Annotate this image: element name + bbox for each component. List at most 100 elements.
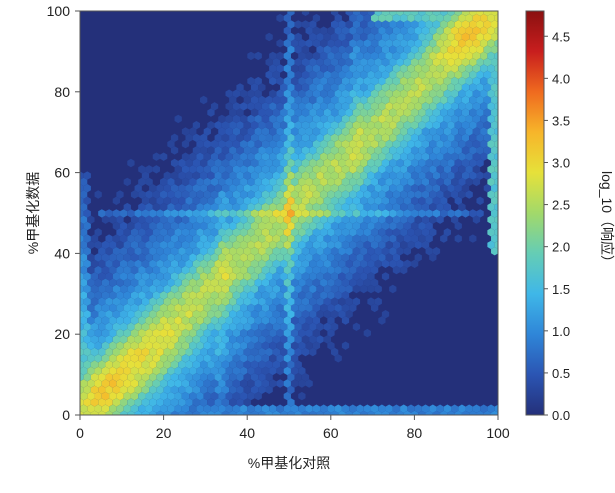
hex-cell (221, 398, 230, 407)
hex-cell (247, 202, 255, 212)
hex-cell (378, 240, 386, 250)
hex-cell (261, 291, 270, 300)
hex-cell (469, 410, 477, 415)
hex-cell (149, 272, 157, 281)
hex-cell (385, 202, 393, 212)
hex-cell (80, 366, 88, 376)
hex-cell (396, 45, 404, 54)
hex-cell (207, 385, 215, 394)
hex-cell (389, 83, 397, 92)
hex-cell (167, 265, 175, 275)
hex-cell (498, 71, 505, 79)
hex-cell (363, 13, 371, 23)
hex-cell (287, 32, 295, 42)
hex-cell (345, 70, 353, 79)
hex-cell (349, 51, 357, 61)
hex-cell (312, 253, 321, 262)
hex-cell (476, 121, 484, 130)
hex-cell (403, 11, 411, 16)
hex-cell (196, 291, 204, 300)
hex-cell (272, 347, 281, 357)
hex-cell (290, 404, 299, 413)
hex-cell (130, 265, 139, 275)
hex-cell (432, 20, 441, 29)
hex-cell (301, 410, 310, 415)
hex-cell (98, 398, 106, 407)
hex-cell (276, 328, 284, 338)
hex-cell (80, 398, 84, 407)
hex-cell (163, 221, 171, 231)
hex-cell (469, 11, 477, 16)
hex-cell (316, 335, 324, 344)
hex-cell (396, 247, 404, 256)
hex-cell (389, 58, 397, 67)
hex-cell (407, 89, 415, 98)
hex-cell (341, 89, 350, 98)
hex-cell (109, 341, 117, 350)
hex-cell (400, 139, 408, 149)
hex-cell (214, 310, 222, 319)
hex-cell (141, 335, 150, 344)
hex-cell (134, 234, 142, 243)
hex-cell (280, 297, 288, 306)
hex-cell (160, 215, 168, 224)
hex-cell (218, 139, 226, 149)
hex-cell (374, 70, 382, 79)
hex-cell (381, 95, 390, 105)
hex-cell (225, 404, 233, 413)
hex-cell (334, 291, 342, 300)
hex-cell (83, 184, 91, 193)
hex-cell (316, 234, 324, 243)
hex-cell (429, 177, 437, 187)
hex-cell (432, 11, 441, 16)
hex-cell (283, 354, 291, 363)
hex-cell (461, 11, 470, 16)
hex-cell (414, 64, 422, 73)
hex-cell (327, 190, 335, 199)
hex-cell (149, 360, 157, 369)
hex-cell (287, 11, 295, 16)
hex-cell (414, 26, 422, 35)
hex-cell (269, 114, 277, 124)
hex-cell (94, 341, 102, 350)
hex-cell (330, 133, 339, 142)
hex-cell (240, 354, 248, 363)
hex-cell (392, 177, 401, 187)
hex-cell (323, 171, 331, 180)
hex-cell (330, 284, 339, 294)
hex-cell (170, 158, 179, 168)
hex-cell (309, 284, 317, 294)
hex-cell (334, 127, 342, 136)
hex-cell (265, 32, 273, 42)
hex-cell (250, 121, 259, 130)
hex-cell (178, 284, 186, 294)
hex-cell (181, 190, 190, 199)
hex-cell (294, 373, 302, 382)
hex-cell (403, 32, 411, 42)
hex-cell (458, 139, 466, 149)
hex-cell (338, 234, 346, 243)
hex-cell (443, 26, 452, 35)
hex-cell (425, 146, 433, 155)
hex-cell (170, 335, 179, 344)
hex-cell (243, 335, 251, 344)
hex-cell (323, 410, 331, 415)
hex-cell (323, 247, 331, 256)
hex-cell (192, 373, 201, 382)
hex-cell (491, 146, 498, 155)
hex-cell (240, 303, 248, 313)
hex-cell (254, 127, 262, 136)
hex-cell (236, 121, 244, 130)
hex-cell (312, 13, 321, 23)
hex-cell (272, 121, 281, 130)
hex-cell (381, 410, 390, 415)
hex-cell (207, 360, 215, 369)
hex-cell (494, 203, 498, 212)
hex-cell (345, 133, 353, 142)
hex-cell (320, 127, 328, 136)
hex-cell (276, 127, 284, 136)
hex-cell (487, 202, 495, 212)
hex-cell (152, 165, 161, 174)
hex-cell (356, 102, 364, 111)
